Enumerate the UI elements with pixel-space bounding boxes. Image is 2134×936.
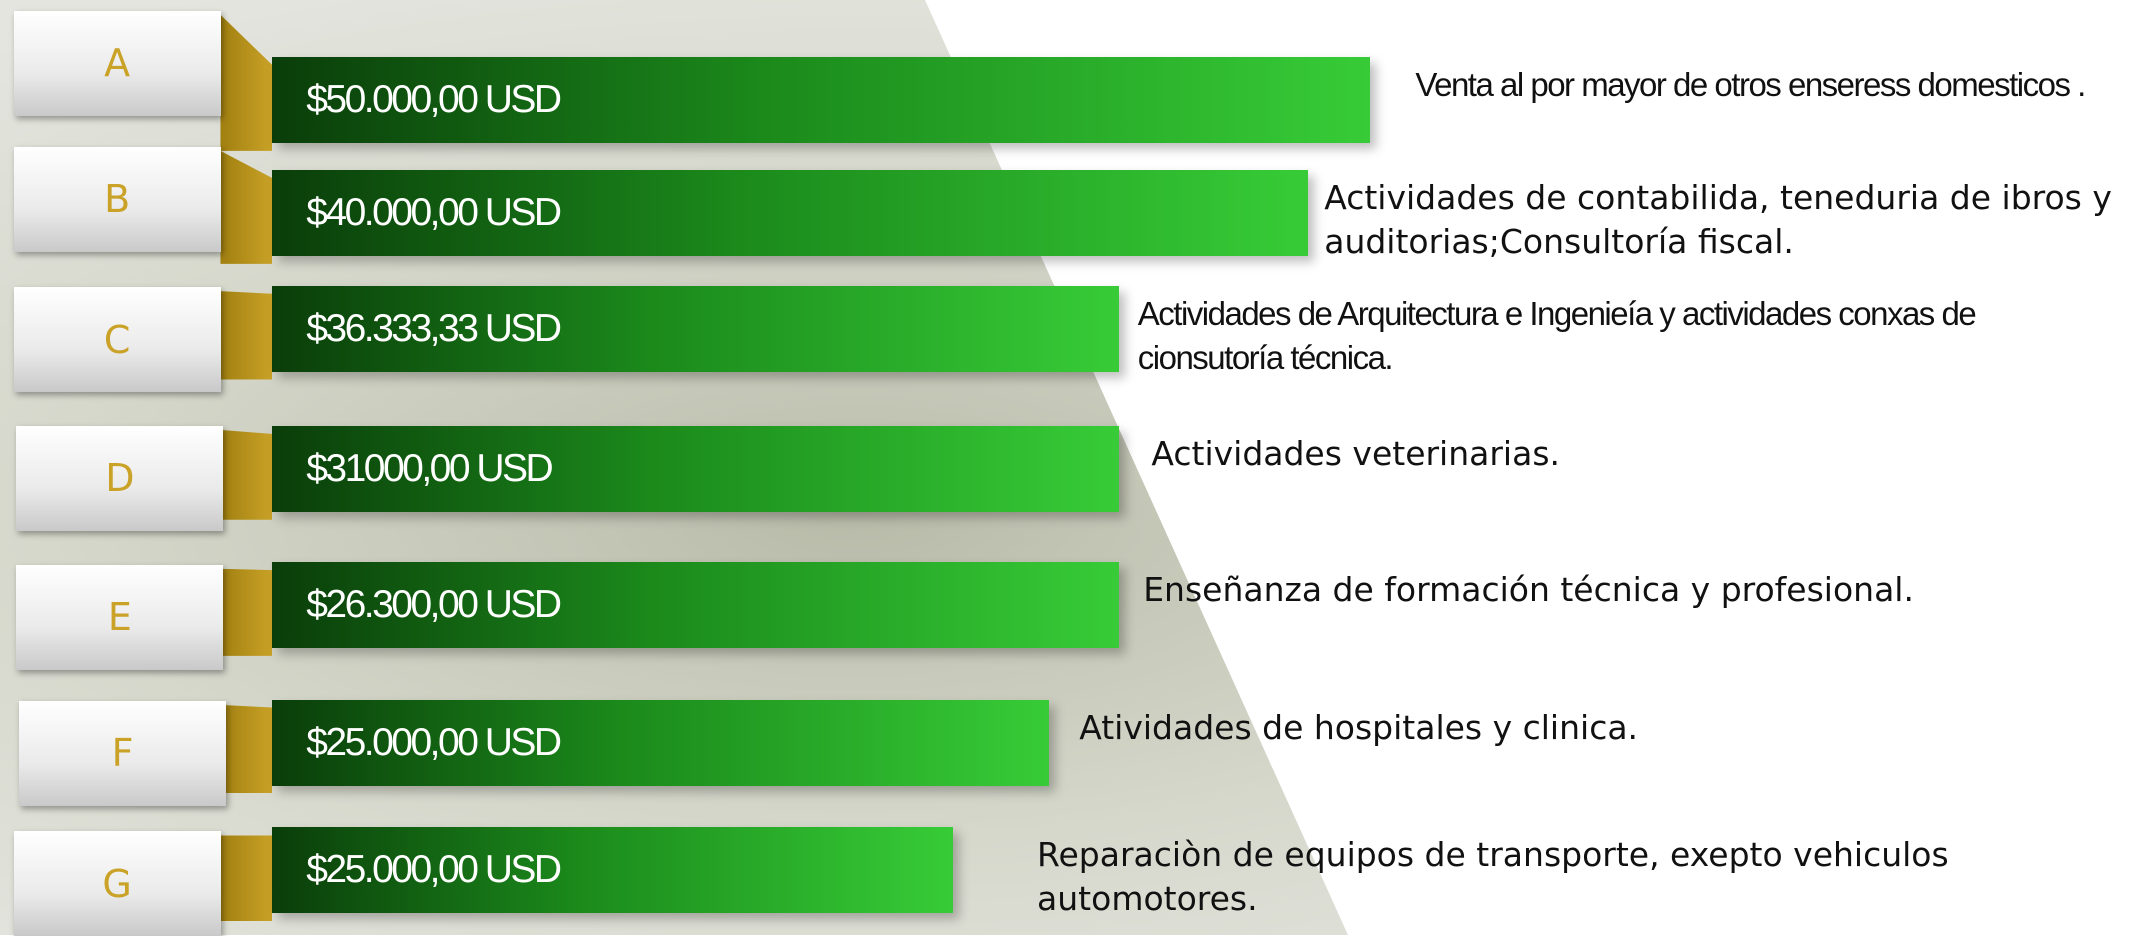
amount-bar: $31000,00 USD [272, 426, 1119, 512]
description: Enseñanza de formación técnica y profesi… [1143, 568, 2096, 612]
connector [220, 569, 272, 656]
letter-box: B [14, 147, 221, 252]
letter-box: C [14, 287, 221, 392]
amount-bar: $25.000,00 USD [272, 827, 952, 913]
connector [220, 835, 272, 921]
amount-bar: $25.000,00 USD [272, 700, 1049, 786]
amount-bar: $36.333,33 USD [272, 286, 1119, 372]
connector [220, 430, 272, 520]
slide: A $50.000,00 USD Venta al por mayor de otr… [0, 0, 2134, 935]
description: Atividades de hospitales y clinica. [1079, 706, 1896, 750]
amount: $25.000,00 USD [272, 721, 559, 765]
description: Reparaciòn de equipos de transporte, exe… [1037, 833, 1990, 921]
amount: $40.000,00 USD [272, 191, 559, 235]
description: Actividades veterinarias. [1151, 432, 1831, 476]
description: Actividades de contabilida, teneduria de… [1324, 176, 2134, 264]
amount-bar: $26.300,00 USD [272, 562, 1119, 648]
description: Venta al por mayor de otros enseress dom… [1415, 63, 2123, 107]
amount: $26.300,00 USD [272, 583, 559, 627]
letter-box: A [14, 11, 221, 116]
amount: $36.333,33 USD [272, 307, 559, 351]
letter-box: F [19, 701, 226, 806]
amount: $31000,00 USD [272, 447, 551, 491]
letter-box: D [16, 426, 223, 531]
amount: $50.000,00 USD [272, 78, 559, 122]
description: Actividades de Arquitectura e Ingenieía … [1138, 292, 2091, 380]
connector [220, 291, 272, 379]
letter-box: E [16, 565, 223, 670]
letter-box: G [14, 831, 221, 936]
amount: $25.000,00 USD [272, 848, 559, 892]
amount-bar: $40.000,00 USD [272, 170, 1308, 256]
connector [220, 705, 272, 793]
amount-bar: $50.000,00 USD [272, 57, 1370, 143]
